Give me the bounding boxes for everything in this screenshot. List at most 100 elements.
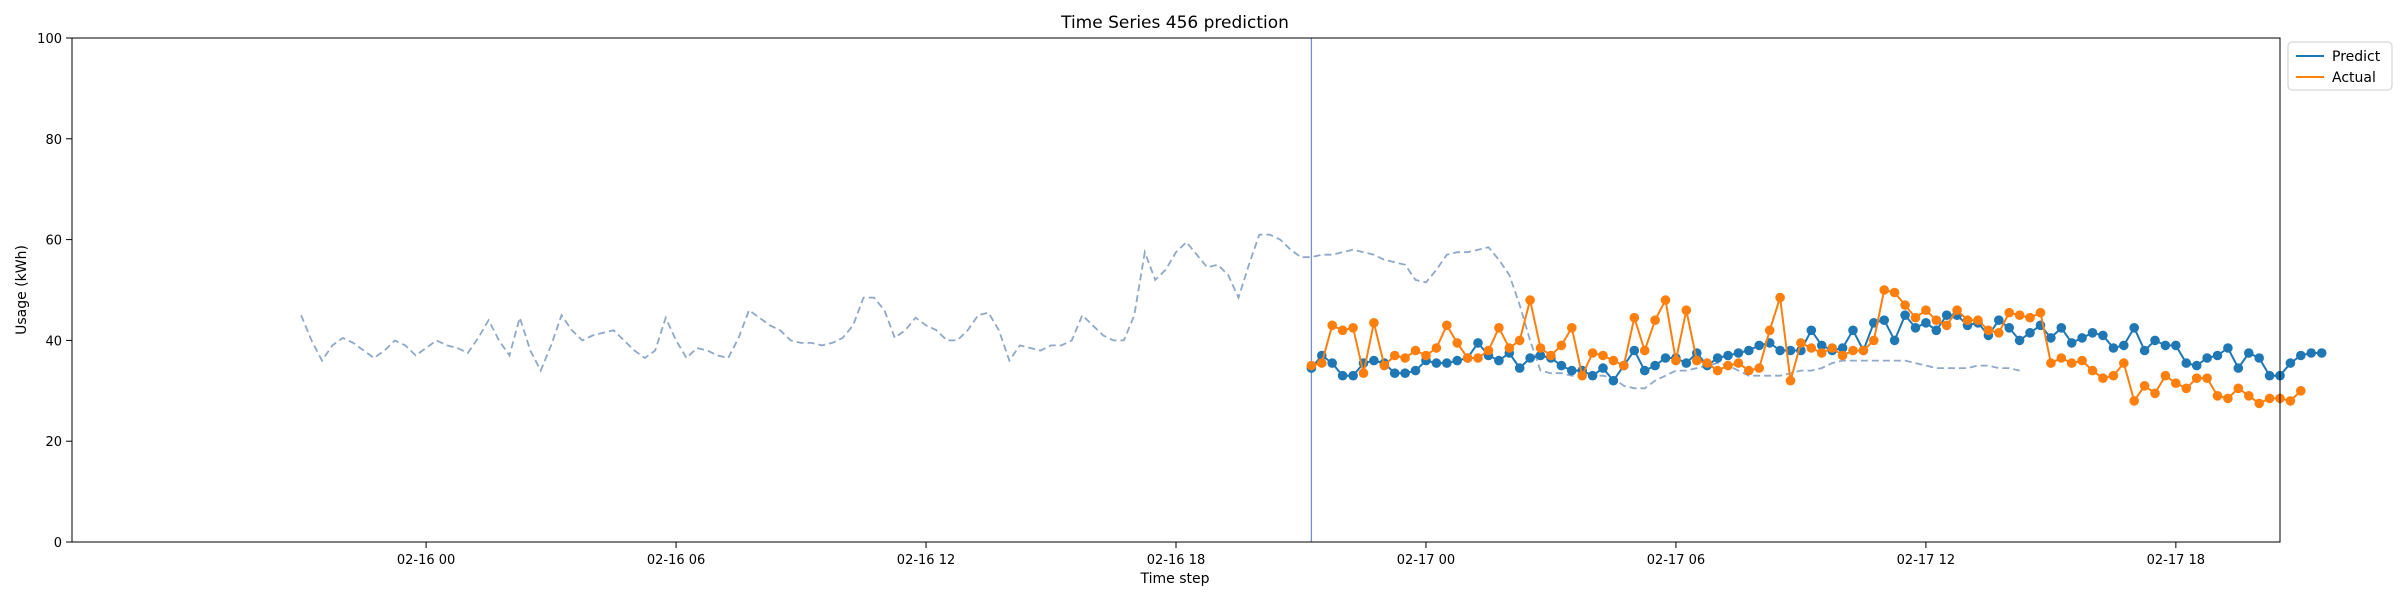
data-point-predict [1712, 353, 1723, 363]
y-tick-label: 0 [54, 536, 62, 551]
data-point-actual [1546, 350, 1556, 361]
data-point-predict [1567, 365, 1577, 376]
series-actual [1306, 285, 2306, 409]
data-point-actual [2025, 312, 2035, 323]
data-point-actual [1879, 285, 1889, 295]
data-point-actual [1754, 363, 1764, 373]
data-point-actual [2171, 378, 2181, 389]
data-point-actual [1577, 370, 1587, 381]
data-point-predict [1514, 363, 1525, 373]
data-point-actual [2223, 393, 2233, 404]
data-point-actual [1941, 320, 1952, 331]
data-point-actual [1535, 343, 1546, 353]
history-series [300, 233, 2020, 390]
x-tick-label: 02-17 18 [2147, 553, 2205, 568]
data-point-predict [2264, 370, 2275, 381]
x-tick-label: 02-17 00 [1397, 553, 1455, 568]
x-tick-label: 02-17 06 [1647, 553, 1705, 568]
data-point-actual [1410, 345, 1421, 356]
data-point-actual [1702, 358, 1712, 368]
data-point-actual [1452, 338, 1462, 348]
data-point-actual [2098, 373, 2108, 384]
chart-title: Time Series 456 prediction [1060, 13, 1289, 33]
data-point-actual [1619, 360, 1629, 371]
data-point-predict [2066, 338, 2077, 348]
y-tick-label: 40 [45, 334, 62, 349]
data-point-predict [2119, 340, 2129, 351]
data-point-predict [2254, 353, 2264, 363]
data-point-actual [2066, 358, 2077, 368]
data-point-actual [2004, 307, 2014, 318]
data-point-predict [2171, 340, 2181, 351]
data-point-predict [1410, 365, 1421, 376]
data-point-actual [2296, 386, 2306, 396]
data-point-actual [1983, 325, 1994, 336]
data-point-actual [1650, 315, 1660, 326]
data-point-predict [2160, 340, 2171, 351]
data-point-actual [2139, 381, 2150, 391]
data-point-actual [2181, 383, 2192, 394]
data-point-predict [1785, 345, 1796, 356]
data-point-actual [1462, 353, 1473, 363]
data-point-predict [1879, 315, 1889, 326]
x-tick-label: 02-16 00 [397, 553, 455, 568]
data-point-actual [2108, 370, 2119, 381]
data-point-actual [2150, 388, 2160, 399]
data-point-predict [2296, 350, 2306, 361]
legend-label: Predict [2332, 49, 2381, 65]
data-point-actual [1504, 343, 1515, 353]
data-point-actual [2233, 383, 2244, 394]
history-line [300, 233, 2020, 390]
data-point-predict [2316, 348, 2327, 358]
data-point-actual [1337, 325, 1348, 336]
data-point-actual [2160, 370, 2171, 381]
data-point-predict [1442, 358, 1452, 368]
data-point-predict [1837, 343, 1848, 353]
data-point-predict [1587, 370, 1598, 381]
data-point-predict [1348, 370, 1358, 381]
data-point-actual [1598, 350, 1608, 361]
data-point-actual [1389, 350, 1400, 361]
data-point-actual [1775, 292, 1785, 303]
data-point-actual [1379, 360, 1390, 371]
data-point-predict [1327, 358, 1337, 368]
data-point-predict [2014, 335, 2025, 346]
x-tick-label: 02-16 06 [647, 553, 705, 568]
data-point-actual [1827, 343, 1837, 353]
data-point-predict [1900, 310, 1910, 321]
data-point-predict [1806, 325, 1817, 336]
data-point-actual [1910, 312, 1921, 323]
data-point-actual [2087, 365, 2098, 376]
x-axis-label: Time step [1140, 571, 1210, 587]
data-point-actual [1639, 345, 1650, 356]
data-point-predict [1608, 375, 1619, 386]
data-point-actual [1785, 375, 1796, 386]
data-point-actual [1869, 335, 1879, 346]
data-point-predict [2233, 363, 2244, 373]
data-point-predict [1941, 310, 1952, 321]
legend: Predict Actual [2287, 41, 2393, 91]
data-point-actual [1858, 345, 1869, 356]
data-point-actual [1567, 323, 1577, 333]
data-point-actual [2014, 310, 2025, 321]
data-point-predict [1733, 348, 1744, 358]
data-point-predict [1494, 355, 1504, 366]
data-point-predict [2004, 323, 2014, 333]
data-point-predict [1369, 355, 1379, 366]
data-point-predict [1775, 345, 1785, 356]
data-point-predict [1525, 353, 1535, 363]
data-point-predict [2056, 323, 2067, 333]
data-point-actual [1952, 305, 1962, 316]
data-point-predict [1629, 345, 1640, 356]
data-point-predict [1556, 360, 1567, 371]
data-point-predict [2181, 358, 2192, 368]
data-point-predict [1473, 338, 1483, 348]
data-point-predict [2306, 348, 2316, 358]
data-point-predict [1681, 358, 1692, 368]
data-point-actual [1369, 318, 1379, 328]
data-point-actual [1421, 350, 1431, 361]
data-point-predict [1848, 325, 1858, 336]
data-point-predict [1598, 363, 1608, 373]
data-point-predict [2098, 330, 2108, 341]
